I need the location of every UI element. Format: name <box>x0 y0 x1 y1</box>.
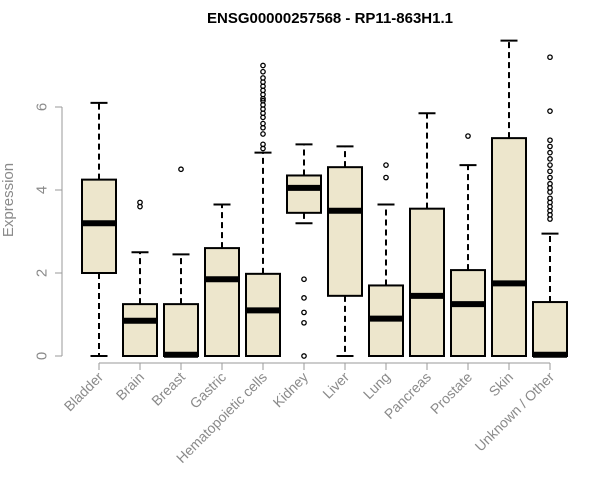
iqr-box <box>286 174 322 214</box>
outlier-point <box>383 162 389 168</box>
iqr-box <box>204 247 240 358</box>
box-pancreas <box>409 112 445 357</box>
outlier-point <box>301 295 307 301</box>
x-tick-label: Liver <box>319 369 352 402</box>
iqr-box <box>409 207 445 357</box>
outlier-point <box>260 97 266 104</box>
outlier-point <box>547 195 553 202</box>
y-axis: 0 2 4 6 <box>33 103 63 360</box>
outlier-point <box>260 120 266 127</box>
outlier-point <box>260 131 266 137</box>
y-axis-label: Expression <box>0 163 17 237</box>
iqr-box <box>450 269 486 357</box>
x-tick-label: Bladder <box>61 369 107 415</box>
outlier-point <box>547 108 553 115</box>
outlier-point <box>260 75 266 81</box>
box-liver <box>327 145 363 357</box>
outlier-point <box>383 174 389 181</box>
x-tick-label: Brain <box>113 369 147 403</box>
x-tick-label: Skin <box>486 369 517 400</box>
box-breast <box>163 166 199 358</box>
outlier-point <box>547 143 553 150</box>
box-brain <box>122 199 158 357</box>
outlier-point <box>547 174 553 181</box>
box-skin <box>491 39 527 357</box>
outlier-point <box>547 54 553 61</box>
iqr-box <box>163 303 199 357</box>
x-tick-label: Prostate <box>427 369 475 417</box>
y-tick-label: 2 <box>33 269 50 277</box>
y-tick-label: 0 <box>33 352 50 360</box>
box-kidney <box>286 143 322 359</box>
outlier-point <box>465 133 471 139</box>
y-tick-label: 4 <box>33 186 50 194</box>
x-tick-label: Breast <box>148 369 188 409</box>
outlier-point <box>547 168 553 175</box>
outlier-point <box>301 319 307 326</box>
outlier-point <box>547 180 553 187</box>
outlier-point <box>547 149 553 156</box>
x-tick-label: Lung <box>360 369 393 402</box>
box-hematopoietic-cells <box>245 62 281 357</box>
iqr-box <box>122 303 158 357</box>
outlier-point <box>547 137 553 144</box>
chart-title: ENSG00000257568 - RP11-863H1.1 <box>207 10 453 27</box>
outlier-point <box>547 162 553 168</box>
outlier-point <box>260 141 266 148</box>
outlier-point <box>301 309 307 316</box>
box-unknown-other <box>532 54 568 358</box>
outlier-point <box>178 166 184 173</box>
iqr-box <box>81 178 117 274</box>
box-prostate <box>450 133 486 357</box>
outlier-point <box>301 353 307 359</box>
iqr-box <box>532 301 568 357</box>
outlier-point <box>260 68 266 75</box>
box-bladder <box>81 101 117 357</box>
iqr-box <box>245 272 281 357</box>
iqr-box <box>491 137 527 357</box>
outlier-point <box>301 276 307 283</box>
box-gastric <box>204 203 240 358</box>
boxes-group <box>81 39 568 359</box>
outlier-point <box>547 156 553 162</box>
x-tick-label: Kidney <box>270 369 312 411</box>
iqr-box <box>327 166 363 297</box>
y-tick-label: 6 <box>33 103 50 111</box>
outlier-point <box>137 199 143 206</box>
box-lung <box>368 162 404 358</box>
outlier-point <box>260 62 266 69</box>
